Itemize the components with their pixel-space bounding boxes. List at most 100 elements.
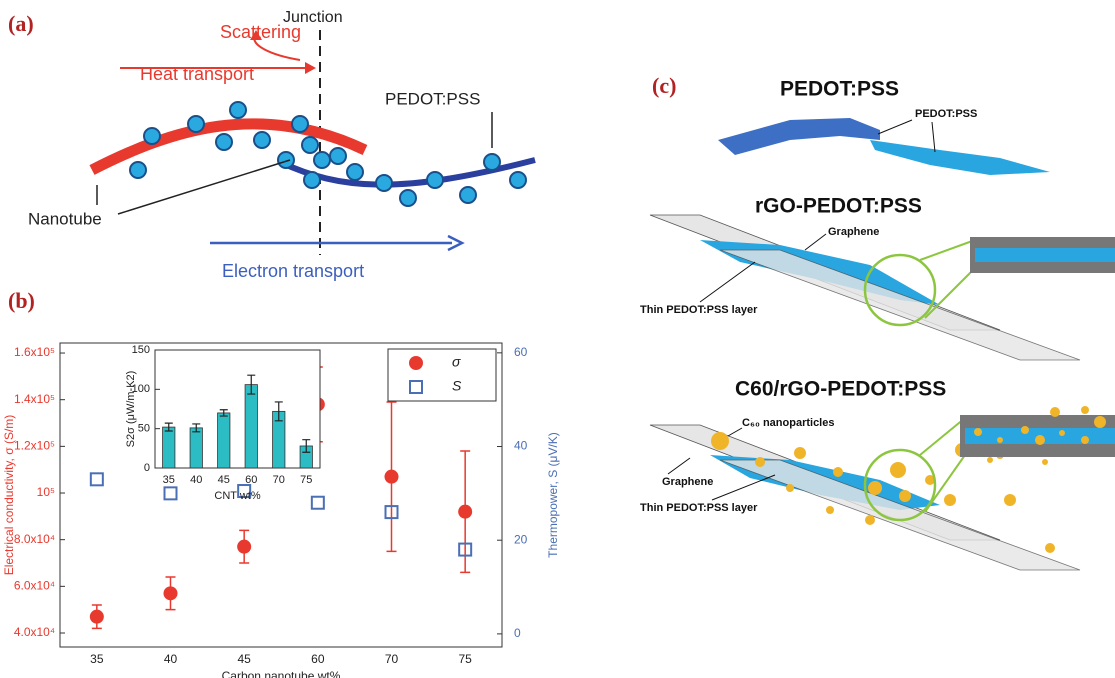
y-tick-label: 100 bbox=[132, 383, 150, 395]
legend-label: σ bbox=[452, 354, 461, 370]
x-tick-label: 75 bbox=[300, 474, 312, 486]
pedot-label: PEDOT:PSS bbox=[915, 108, 977, 120]
y-tick-label: 1.6x10⁵ bbox=[14, 345, 55, 359]
nanotube bbox=[89, 118, 368, 175]
panel-label: (a) bbox=[8, 11, 34, 36]
point bbox=[89, 609, 104, 624]
pedot-film bbox=[718, 118, 880, 155]
legend-marker bbox=[409, 356, 423, 370]
graphene-label: Graphene bbox=[662, 476, 713, 488]
pointer bbox=[699, 261, 756, 303]
x-tick-label: 60 bbox=[245, 474, 257, 486]
y-tick-label: 0 bbox=[144, 462, 150, 474]
y-tick-label: 4.0x10⁴ bbox=[14, 625, 55, 639]
point bbox=[458, 504, 473, 519]
panel-label: (b) bbox=[8, 288, 35, 313]
zoom-layer bbox=[975, 248, 1115, 262]
x-axis-label: CNT wt% bbox=[214, 490, 260, 502]
point bbox=[237, 539, 252, 554]
point bbox=[163, 586, 178, 601]
nanoparticles bbox=[711, 432, 1055, 553]
point bbox=[89, 472, 104, 487]
y-tick-label: 6.0x10⁴ bbox=[14, 579, 55, 593]
error-bar bbox=[192, 423, 201, 433]
x-tick-label: 45 bbox=[237, 652, 251, 666]
zoom-line bbox=[919, 239, 976, 261]
y-tick-label: 1.2x10⁵ bbox=[14, 439, 55, 453]
x-tick-label: 75 bbox=[458, 652, 472, 666]
bar bbox=[217, 412, 231, 469]
nanotube-label: Nanotube bbox=[28, 209, 102, 228]
arrow-head bbox=[447, 234, 465, 252]
error-bar bbox=[274, 401, 283, 422]
x-tick-label: 60 bbox=[311, 652, 325, 666]
zoom-circle bbox=[863, 448, 937, 522]
zoom-circle bbox=[863, 253, 937, 327]
pointer bbox=[711, 474, 776, 501]
pointer bbox=[877, 119, 913, 135]
zoom-line bbox=[924, 454, 966, 513]
y2-tick-label: 20 bbox=[514, 532, 528, 546]
nanoparticles-label: C₆₀ nanoparticles bbox=[742, 417, 834, 429]
zoom-line bbox=[919, 417, 966, 456]
panel-label: (c) bbox=[652, 73, 676, 98]
heading: rGO-PEDOT:PSS bbox=[755, 195, 922, 218]
error-bar bbox=[302, 439, 311, 453]
pedot-film bbox=[870, 140, 1050, 175]
pointer bbox=[931, 121, 936, 153]
arrow-head bbox=[250, 30, 262, 40]
point bbox=[310, 495, 325, 510]
plot-frame bbox=[154, 349, 321, 469]
x-tick-label: 45 bbox=[218, 474, 230, 486]
y2-axis-label: Thermopower, S (μV/K) bbox=[546, 432, 560, 558]
y2-tick-label: 60 bbox=[514, 345, 528, 359]
y-tick-label: 50 bbox=[138, 423, 150, 435]
legend-marker bbox=[409, 380, 423, 394]
legend-box bbox=[387, 348, 497, 402]
error-bar bbox=[247, 374, 256, 395]
y2-tick-label: 40 bbox=[514, 439, 528, 453]
y-tick-label: 8.0x10⁴ bbox=[14, 532, 55, 546]
point bbox=[458, 542, 473, 557]
electron-transport-label: Electron transport bbox=[222, 261, 364, 281]
heading: PEDOT:PSS bbox=[780, 78, 899, 101]
particles bbox=[129, 101, 527, 207]
y2-tick-label: 0 bbox=[514, 626, 521, 640]
x-tick-label: 70 bbox=[273, 474, 285, 486]
scattering-label: Scattering bbox=[220, 22, 301, 42]
junction-label: Junction bbox=[283, 9, 343, 26]
x-tick-label: 70 bbox=[385, 652, 399, 666]
thin-layer-label: Thin PEDOT:PSS layer bbox=[640, 502, 758, 514]
pointer bbox=[727, 427, 743, 437]
x-tick-label: 35 bbox=[163, 474, 175, 486]
pointer bbox=[804, 233, 827, 251]
y-tick-label: 1.4x10⁵ bbox=[14, 392, 55, 406]
x-tick-label: 35 bbox=[90, 652, 104, 666]
graphene-sheet bbox=[719, 249, 1081, 361]
y-tick-label: 10⁵ bbox=[37, 485, 55, 499]
bar bbox=[244, 384, 258, 469]
pedot-label: PEDOT:PSS bbox=[385, 89, 480, 108]
thin-layer-label: Thin PEDOT:PSS layer bbox=[640, 304, 758, 316]
pointer bbox=[667, 457, 691, 475]
x-tick-label: 40 bbox=[190, 474, 202, 486]
point bbox=[384, 505, 399, 520]
point bbox=[163, 486, 178, 501]
arrow-head bbox=[305, 62, 316, 74]
y-axis-label: Electrical conductivity, σ (S/m) bbox=[2, 415, 16, 576]
heading: C60/rGO-PEDOT:PSS bbox=[735, 378, 946, 401]
heat-transport-label: Heat transport bbox=[140, 64, 254, 84]
legend-label: S bbox=[452, 378, 462, 394]
point bbox=[384, 469, 399, 484]
bar bbox=[162, 426, 176, 469]
x-tick-label: 40 bbox=[164, 652, 178, 666]
error-bar bbox=[164, 422, 173, 432]
graphene-label: Graphene bbox=[828, 226, 879, 238]
x-axis-label: Carbon nanotube wt% bbox=[222, 669, 341, 678]
nanoparticles bbox=[974, 406, 1106, 465]
bar bbox=[189, 427, 203, 469]
error-bar bbox=[219, 409, 228, 417]
y-tick-label: 150 bbox=[132, 344, 150, 356]
zoom-line bbox=[924, 267, 976, 319]
